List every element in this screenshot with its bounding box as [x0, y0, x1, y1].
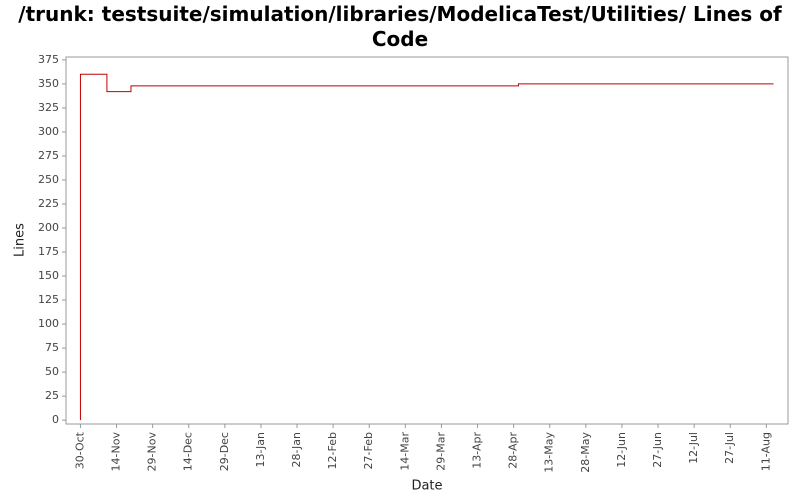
y-tick-label: 275 — [38, 149, 59, 162]
y-tick-label: 25 — [45, 389, 59, 402]
x-tick-label: 27-Jun — [651, 432, 664, 468]
x-tick-label: 28-Jan — [290, 432, 303, 468]
x-tick-label: 29-Mar — [434, 432, 447, 471]
x-tick-label: 11-Aug — [759, 432, 772, 471]
y-tick-label: 0 — [52, 413, 59, 426]
y-tick-label: 50 — [45, 365, 59, 378]
y-tick-label: 350 — [38, 77, 59, 90]
x-tick-label: 30-Oct — [73, 431, 86, 469]
x-tick-label: 13-Jan — [254, 432, 267, 468]
x-tick-label: 12-Jun — [615, 432, 628, 468]
x-tick-label: 13-Apr — [471, 432, 484, 469]
y-tick-label: 200 — [38, 221, 59, 234]
y-tick-label: 250 — [38, 173, 59, 186]
x-tick-label: 29-Dec — [218, 432, 231, 471]
x-tick-label: 28-May — [579, 432, 592, 473]
step-line — [79, 73, 774, 421]
x-tick-label: 29-Nov — [146, 432, 159, 472]
x-tick-label: 14-Dec — [182, 432, 195, 471]
plot-frame — [65, 56, 789, 425]
y-tick-label: 150 — [38, 269, 59, 282]
chart-title: /trunk: testsuite/simulation/libraries/M… — [18, 2, 782, 51]
y-tick-label: 225 — [38, 197, 59, 210]
y-tick-label: 300 — [38, 125, 59, 138]
y-axis-title: Lines — [13, 223, 28, 257]
y-tick-label: 325 — [38, 101, 59, 114]
x-tick-label: 14-Mar — [398, 432, 411, 471]
x-axis-title: Date — [411, 479, 442, 494]
x-tick-label: 27-Jul — [723, 432, 736, 464]
y-tick-label: 125 — [38, 293, 59, 306]
y-tick-label: 100 — [38, 317, 59, 330]
y-tick-label: 75 — [45, 341, 59, 354]
x-tick-label: 27-Feb — [362, 432, 375, 469]
x-tick-label: 12-Jul — [687, 432, 700, 464]
x-tick-label: 13-May — [543, 432, 556, 473]
y-tick-label: 175 — [38, 245, 59, 258]
x-tick-label: 28-Apr — [507, 432, 520, 469]
y-tick-label: 375 — [38, 53, 59, 66]
x-tick-label: 14-Nov — [110, 432, 123, 472]
x-tick-label: 12-Feb — [326, 432, 339, 469]
